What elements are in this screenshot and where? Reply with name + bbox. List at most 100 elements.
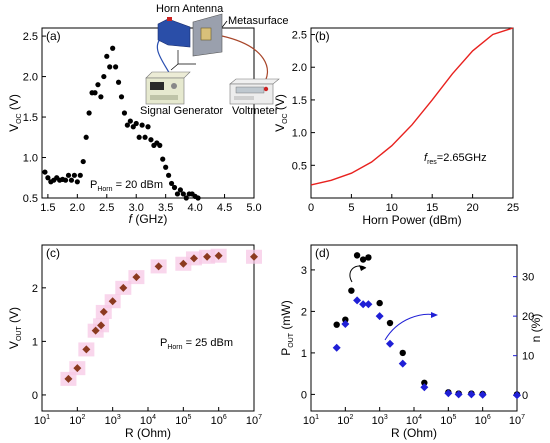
panel-a-ytick-label: 2.0 — [23, 72, 38, 84]
panel-b-xtick-label: 15 — [426, 202, 438, 214]
panel-c-data-point — [179, 259, 188, 268]
panel-a-data-point — [145, 124, 151, 130]
panel-b-ytick-label: 1.5 — [292, 95, 307, 107]
signal-generator-knob — [171, 83, 177, 89]
panel-d-efficiency-point — [386, 339, 395, 348]
panel-a-data-point — [115, 79, 122, 85]
panel-d-efficiency-point — [364, 300, 373, 309]
panel-d-y2tick-label: 0 — [522, 390, 528, 402]
panel-d-efficiency-point — [341, 320, 350, 329]
panel-c-data-point — [214, 251, 223, 260]
panel-a-data-point — [139, 122, 145, 128]
panel-c-data-point — [82, 345, 91, 354]
panel-a-data-point — [65, 172, 72, 178]
panel-a-data-point — [163, 164, 169, 170]
panel-a-data-point — [160, 156, 166, 162]
panel-b-frame — [310, 27, 514, 199]
panel-c-annotation: PHorn = 25 dBm — [160, 337, 233, 351]
metasurface-panel — [192, 13, 223, 57]
panel-b-xtick-label: 25 — [507, 202, 519, 214]
panel-a-data-point — [42, 169, 48, 175]
panel-c-data-point — [108, 297, 117, 306]
panel-c-xtick-label: 102 — [69, 414, 85, 427]
panel-a-data-point — [98, 94, 104, 100]
panel-a-annotation: PHorn = 20 dBm — [90, 179, 163, 193]
panel-c-data-point — [132, 273, 141, 282]
panel-a-ytick-label: 1.0 — [23, 153, 38, 165]
panel-c-xtick-label: 106 — [211, 414, 227, 427]
panel-d-ylabel: POUT (mW) — [279, 300, 295, 355]
panel-a-data-point — [121, 110, 128, 116]
metasurface-label: Metasurface — [228, 15, 289, 27]
panel-b-annotation: fres=2.65GHz — [424, 152, 487, 166]
panel-d-pout-point — [342, 316, 349, 323]
panel-a-frame — [41, 27, 255, 199]
panel-d-efficiency-point — [375, 312, 384, 321]
panel-b-xtick-label: 5 — [348, 202, 354, 214]
signal-generator — [145, 71, 191, 105]
panel-d-pout-point — [333, 321, 340, 328]
panel-b-xtick-label: 10 — [386, 202, 398, 214]
panel-c-data-point — [91, 326, 100, 335]
panel-a-data-point — [171, 184, 178, 191]
voltmeter-red-terminal — [263, 86, 269, 92]
panel-c-data-point — [154, 262, 163, 271]
panel-d-efficiency-point — [444, 389, 453, 398]
panel-d-ytick-label: 1 — [301, 348, 307, 360]
panel-c-xtick-label: 101 — [34, 414, 50, 427]
panel-a-ytick-label: 0.5 — [23, 193, 38, 205]
black-curved-arrow — [349, 265, 367, 283]
voltmeter-panel — [234, 96, 254, 100]
panel-a-data-point — [113, 64, 119, 70]
panel-a-xtick-label: 3.5 — [158, 202, 173, 214]
horn-antenna — [157, 17, 191, 48]
panel-c-data-point — [97, 321, 106, 330]
panel-a-data-point — [104, 53, 110, 59]
panel-a-xtick-label: 1.5 — [40, 202, 55, 214]
panel-b-ytick-label: 0.5 — [292, 160, 307, 172]
panel-c-data-point — [119, 283, 128, 292]
panel-c-ytick-label: 1 — [32, 336, 38, 348]
panel-c-frame — [41, 244, 255, 412]
panel-c-ytick-label: 0 — [32, 390, 38, 402]
panel-a-ytick-label: 2.5 — [23, 31, 38, 43]
panel-d-tag: (d) — [315, 246, 330, 260]
signal-generator-screen — [150, 82, 164, 90]
panel-a-data-point — [45, 175, 51, 181]
panel-d-efficiency-point — [454, 390, 463, 399]
panel-a-data-point — [183, 195, 189, 201]
panel-d-xtick-label: 104 — [406, 414, 422, 427]
panel-a-data-point — [157, 142, 163, 148]
panel-d-efficiency-point — [478, 390, 487, 399]
panel-a-xtick-label: 2.0 — [70, 202, 85, 214]
panel-d-pout-point — [421, 379, 428, 386]
panel-a-data-point — [133, 120, 139, 127]
voltmeter — [229, 78, 280, 105]
panel-a-xtick-label: 4.5 — [217, 202, 232, 214]
panel-d-xtick-label: 103 — [372, 414, 388, 427]
panel-a-data-point — [142, 134, 148, 140]
panel-d-pout-point — [399, 349, 406, 357]
panel-c-tag: (c) — [46, 246, 60, 260]
panel-a-data-point — [83, 134, 89, 140]
panel-d-efficiency-point — [398, 359, 407, 368]
panel-a-data-point — [136, 134, 142, 140]
signal-generator-panel — [150, 95, 178, 100]
horn-antenna-feed — [167, 17, 172, 21]
panel-b-ytick-label: 2.5 — [292, 30, 307, 42]
panel-a-tag: (a) — [46, 29, 61, 43]
panel-c-data-point — [203, 252, 212, 261]
horn-antenna-label: Horn Antenna — [156, 3, 224, 15]
panel-a-xlabel: f (GHz) — [129, 212, 168, 226]
panel-d-pout-point — [353, 252, 361, 259]
panel-b-ytick-label: 2.0 — [292, 62, 307, 74]
panel-a-data-point — [174, 191, 181, 197]
panel-d-y2tick-label: 10 — [522, 351, 534, 363]
panel-a-data-point — [107, 64, 113, 70]
metasurface-cell — [200, 27, 212, 41]
panel-b-tag: (b) — [315, 29, 330, 43]
panel-c-xtick-label: 104 — [140, 414, 156, 427]
panel-c-xtick-label: 105 — [175, 414, 191, 427]
panel-d-efficiency-point — [513, 391, 521, 400]
